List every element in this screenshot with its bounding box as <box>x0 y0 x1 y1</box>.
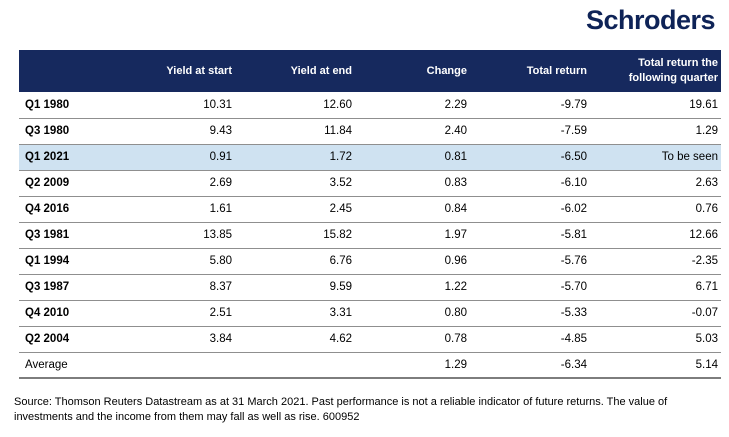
table-header-row: Yield at start Yield at end Change Total… <box>19 50 721 92</box>
table-row: Q1 1994 5.80 6.76 0.96 -5.76 -2.35 <box>19 248 721 275</box>
row-value-yield-at-start: 2.51 <box>139 300 235 327</box>
row-label: Q1 1994 <box>19 248 139 275</box>
row-value-total-return: -6.10 <box>470 170 590 197</box>
row-value-total-return-following-quarter: 19.61 <box>590 92 721 119</box>
column-header-quarter <box>19 50 139 92</box>
row-value-yield-at-start: 0.91 <box>139 144 235 171</box>
row-label: Q4 2010 <box>19 300 139 327</box>
table-row: Q3 1980 9.43 11.84 2.40 -7.59 1.29 <box>19 118 721 145</box>
row-value-yield-at-end: 6.76 <box>235 248 355 275</box>
row-value-total-return: -5.76 <box>470 248 590 275</box>
row-value-total-return-following-quarter: To be seen <box>590 144 721 171</box>
row-value-yield-at-start <box>139 352 235 379</box>
row-label: Q1 1980 <box>19 92 139 119</box>
row-value-change: 0.84 <box>355 196 470 223</box>
row-label: Average <box>19 352 139 379</box>
row-value-change: 0.83 <box>355 170 470 197</box>
table-row: Q3 1987 8.37 9.59 1.22 -5.70 6.71 <box>19 274 721 301</box>
row-value-total-return-following-quarter: 5.03 <box>590 326 721 353</box>
row-value-change: 1.29 <box>355 352 470 379</box>
table-row: Q1 2021 0.91 1.72 0.81 -6.50 To be seen <box>19 144 721 171</box>
row-value-yield-at-end: 12.60 <box>235 92 355 119</box>
row-value-total-return-following-quarter: 5.14 <box>590 352 721 379</box>
row-value-yield-at-start: 1.61 <box>139 196 235 223</box>
row-value-total-return-following-quarter: 6.71 <box>590 274 721 301</box>
row-value-yield-at-start: 10.31 <box>139 92 235 119</box>
column-header-total-return: Total return <box>470 50 590 92</box>
table-row: Q1 1980 10.31 12.60 2.29 -9.79 19.61 <box>19 92 721 119</box>
row-value-total-return: -5.33 <box>470 300 590 327</box>
table-row: Q2 2009 2.69 3.52 0.83 -6.10 2.63 <box>19 170 721 197</box>
row-value-total-return: -6.34 <box>470 352 590 379</box>
column-header-yield-at-end: Yield at end <box>235 50 355 92</box>
schroders-logo: Schroders <box>585 5 716 35</box>
table-body: Q1 1980 10.31 12.60 2.29 -9.79 19.61 Q3 … <box>19 92 721 379</box>
table-row: Q3 1981 13.85 15.82 1.97 -5.81 12.66 <box>19 222 721 249</box>
row-value-yield-at-start: 8.37 <box>139 274 235 301</box>
row-label: Q3 1980 <box>19 118 139 145</box>
row-label: Q2 2009 <box>19 170 139 197</box>
row-value-change: 2.29 <box>355 92 470 119</box>
row-value-yield-at-end: 4.62 <box>235 326 355 353</box>
table-row: Q4 2016 1.61 2.45 0.84 -6.02 0.76 <box>19 196 721 223</box>
row-value-yield-at-start: 3.84 <box>139 326 235 353</box>
source-note: Source: Thomson Reuters Datastream as at… <box>14 396 668 424</box>
row-value-total-return: -7.59 <box>470 118 590 145</box>
row-value-yield-at-end: 9.59 <box>235 274 355 301</box>
column-header-change: Change <box>355 50 470 92</box>
row-value-total-return: -4.85 <box>470 326 590 353</box>
logo-bar: Schroders <box>0 0 729 37</box>
row-value-change: 1.22 <box>355 274 470 301</box>
row-value-yield-at-start: 2.69 <box>139 170 235 197</box>
row-label: Q2 2004 <box>19 326 139 353</box>
row-value-yield-at-start: 5.80 <box>139 248 235 275</box>
row-value-total-return-following-quarter: -0.07 <box>590 300 721 327</box>
row-value-total-return: -6.50 <box>470 144 590 171</box>
table-row: Average 1.29 -6.34 5.14 <box>19 352 721 379</box>
row-label: Q3 1987 <box>19 274 139 301</box>
table-row: Q4 2010 2.51 3.31 0.80 -5.33 -0.07 <box>19 300 721 327</box>
row-label: Q4 2016 <box>19 196 139 223</box>
column-header-total-return-following-quarter: Total return the following quarter <box>590 50 721 92</box>
row-value-yield-at-end: 3.52 <box>235 170 355 197</box>
row-value-yield-at-start: 13.85 <box>139 222 235 249</box>
row-value-yield-at-end: 2.45 <box>235 196 355 223</box>
row-value-total-return-following-quarter: 2.63 <box>590 170 721 197</box>
row-value-yield-at-end: 15.82 <box>235 222 355 249</box>
column-header-yield-at-start: Yield at start <box>139 50 235 92</box>
row-value-total-return-following-quarter: 12.66 <box>590 222 721 249</box>
row-value-total-return: -5.81 <box>470 222 590 249</box>
row-value-total-return: -6.02 <box>470 196 590 223</box>
row-label: Q3 1981 <box>19 222 139 249</box>
row-value-yield-at-end: 11.84 <box>235 118 355 145</box>
row-value-change: 0.81 <box>355 144 470 171</box>
row-label: Q1 2021 <box>19 144 139 171</box>
row-value-total-return-following-quarter: 0.76 <box>590 196 721 223</box>
table-row: Q2 2004 3.84 4.62 0.78 -4.85 5.03 <box>19 326 721 353</box>
row-value-change: 0.78 <box>355 326 470 353</box>
row-value-total-return-following-quarter: 1.29 <box>590 118 721 145</box>
yield-table: Yield at start Yield at end Change Total… <box>19 50 721 379</box>
row-value-change: 0.80 <box>355 300 470 327</box>
row-value-total-return: -5.70 <box>470 274 590 301</box>
row-value-total-return-following-quarter: -2.35 <box>590 248 721 275</box>
row-value-total-return: -9.79 <box>470 92 590 119</box>
row-value-change: 1.97 <box>355 222 470 249</box>
row-value-yield-at-end: 3.31 <box>235 300 355 327</box>
row-value-yield-at-end <box>235 352 355 379</box>
row-value-yield-at-end: 1.72 <box>235 144 355 171</box>
row-value-yield-at-start: 9.43 <box>139 118 235 145</box>
row-value-change: 0.96 <box>355 248 470 275</box>
row-value-change: 2.40 <box>355 118 470 145</box>
